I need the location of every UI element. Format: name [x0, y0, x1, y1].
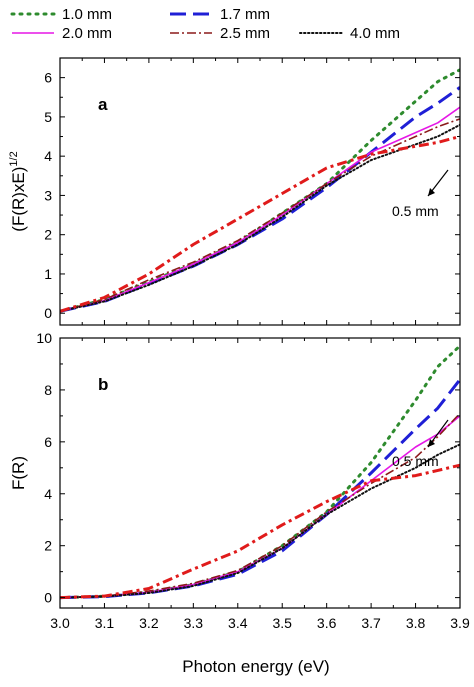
- y-tick-label: 3: [44, 187, 52, 203]
- legend-label: 1.7 mm: [220, 6, 270, 23]
- x-tick-label: 3.7: [361, 615, 381, 631]
- legend-label: 4.0 mm: [350, 25, 400, 42]
- legend-label: 1.0 mm: [62, 6, 112, 23]
- x-tick-label: 3.6: [317, 615, 337, 631]
- x-tick-label: 3.4: [228, 615, 248, 631]
- series-line-20mm: [60, 415, 460, 599]
- x-tick-label: 3.0: [50, 615, 70, 631]
- x-tick-label: 3.3: [184, 615, 204, 631]
- series-group: [60, 68, 460, 313]
- y-tick-label: 6: [44, 434, 52, 450]
- y-tick-label: 1: [44, 266, 52, 282]
- y-axis-label-superscript: 1/2: [8, 151, 20, 166]
- series-line-25mm: [60, 118, 460, 313]
- y-axis-label-text: F(R): [9, 456, 28, 490]
- x-tick-label: 3.8: [406, 615, 426, 631]
- series-group: [60, 344, 460, 600]
- series-line-05mm: [60, 463, 460, 600]
- y-tick-label: 0: [44, 305, 52, 321]
- annotation-arrowhead: [428, 439, 435, 447]
- panel-label: a: [98, 95, 108, 114]
- series-line-10mm: [60, 68, 460, 313]
- annotation-label: 0.5 mm: [392, 453, 439, 469]
- series-line-17mm: [60, 86, 460, 313]
- series-line-40mm: [60, 443, 460, 599]
- x-tick-label: 3.2: [139, 615, 159, 631]
- y-axis-label: (F(R)xE)1/2: [8, 151, 28, 231]
- legend: 1.0 mm 1.7 mm 2.0 mm 2.5 mm 4.0 mm: [10, 6, 400, 42]
- legend-item: 2.5 mm: [170, 25, 270, 42]
- plot-frame: [59, 337, 461, 609]
- series-line-25mm: [60, 412, 460, 599]
- panel-label: b: [98, 375, 108, 394]
- series-line-20mm: [60, 106, 460, 313]
- x-axis-label: Photon energy (eV): [182, 657, 329, 676]
- x-tick-label: 3.1: [95, 615, 115, 631]
- annotation-arrowhead: [428, 188, 435, 196]
- series-line-17mm: [60, 378, 460, 600]
- y-tick-label: 4: [44, 486, 52, 502]
- x-tick-label: 3.5: [272, 615, 292, 631]
- legend-item: 2.0 mm: [12, 25, 112, 42]
- plot-frame: [59, 57, 461, 326]
- y-tick-label: 4: [44, 148, 52, 164]
- legend-item: 4.0 mm: [299, 25, 400, 42]
- annotation-label: 0.5 mm: [392, 203, 439, 219]
- y-axis-label-text: (F(R)xE): [9, 167, 28, 232]
- y-tick-label: 0: [44, 590, 52, 606]
- y-tick-label: 2: [44, 227, 52, 243]
- legend-item: 1.7 mm: [170, 6, 270, 23]
- series-line-40mm: [60, 123, 460, 313]
- legend-label: 2.5 mm: [220, 25, 270, 42]
- series-line-05mm: [60, 135, 460, 313]
- legend-label: 2.0 mm: [62, 25, 112, 42]
- legend-item: 1.0 mm: [10, 6, 112, 23]
- panel-b: 0 2 4 6 8 10 3.0 3.1 3.2 3.3 3.4 3.5 3.6 3.7 3.8 3.9 b F(…: [9, 330, 470, 631]
- panel-a: 0 1 2 3 4 5 6 a (F(R)xE)1/2 0.5 mm: [8, 57, 461, 326]
- y-axis-label: F(R): [9, 456, 28, 490]
- y-tick-label: 2: [44, 538, 52, 554]
- y-tick-label: 5: [44, 109, 52, 125]
- y-tick-label: 6: [44, 70, 52, 86]
- y-tick-label: 8: [44, 382, 52, 398]
- x-tick-label: 3.9: [450, 615, 470, 631]
- y-tick-label: 10: [36, 330, 52, 346]
